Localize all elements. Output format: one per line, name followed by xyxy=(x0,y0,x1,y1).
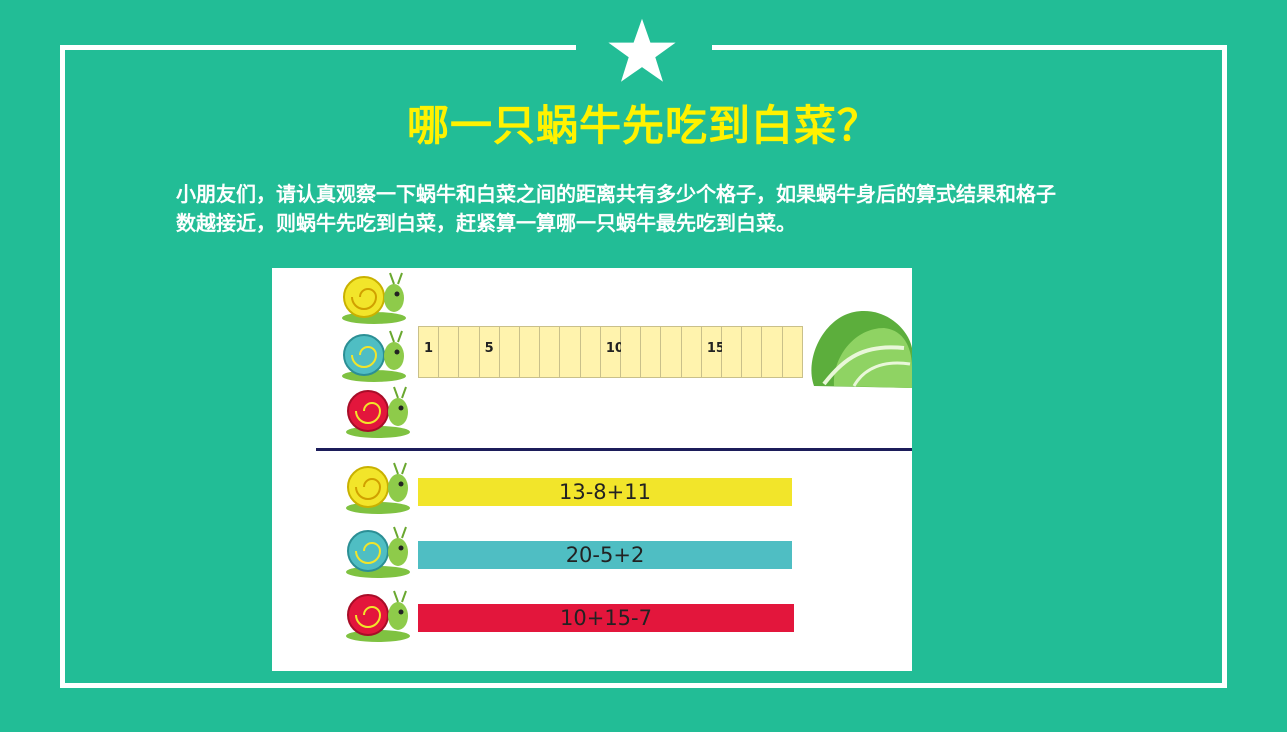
grid-cell: 1 xyxy=(419,326,440,378)
grid-cell: 5 xyxy=(479,326,500,378)
grid-cell xyxy=(661,326,682,378)
snail-icon-red-top xyxy=(346,386,410,438)
grid-cell xyxy=(621,326,642,378)
grid-cell xyxy=(641,326,662,378)
snail-icon-red-bottom xyxy=(346,590,410,642)
snail-icon-yellow-bottom xyxy=(346,462,410,514)
page-title: 哪一只蜗牛先吃到白菜？ xyxy=(406,101,880,150)
snail-puzzle-image: 1 5 10 15 13-8+11 20-5+2 10+15-7 xyxy=(272,268,912,671)
snail-icon-yellow-top xyxy=(342,272,406,324)
grid-cell xyxy=(459,326,480,378)
frame-top-left xyxy=(60,45,576,50)
grid-cell xyxy=(681,326,702,378)
expression-bar-red: 10+15-7 xyxy=(418,604,794,632)
frame-left xyxy=(60,45,65,688)
intro-text: 小朋友们，请认真观察一下蜗牛和白菜之间的距离共有多少个格子，如果蜗牛身后的算式结… xyxy=(176,182,1056,235)
grid-cell xyxy=(722,326,743,378)
grid-cell: 10 xyxy=(600,326,624,378)
grid-cell-label: 5 xyxy=(484,341,494,356)
star-icon xyxy=(608,18,676,82)
distance-grid: 1 5 10 15 xyxy=(418,326,803,378)
snail-icon-blue-bottom xyxy=(346,526,410,578)
grid-cell xyxy=(520,326,541,378)
grid-cell xyxy=(762,326,783,378)
grid-cell xyxy=(782,326,803,378)
expression-bar-blue: 20-5+2 xyxy=(418,541,792,569)
snail-icon-blue-top xyxy=(342,330,406,382)
divider-line xyxy=(316,448,912,451)
grid-cell xyxy=(439,326,460,378)
grid-cell-label: 10 xyxy=(605,341,624,356)
frame-right xyxy=(1222,45,1227,688)
grid-cell xyxy=(580,326,601,378)
frame-top-right xyxy=(712,45,1227,50)
cabbage-icon xyxy=(811,310,912,388)
expression-bar-yellow: 13-8+11 xyxy=(418,478,792,506)
grid-cell xyxy=(540,326,561,378)
grid-cell xyxy=(560,326,581,378)
grid-cell-label: 15 xyxy=(706,341,725,356)
frame-bottom xyxy=(60,683,1227,688)
grid-cell-label: 1 xyxy=(424,341,434,356)
grid-cell: 15 xyxy=(701,326,725,378)
grid-cell xyxy=(499,326,521,378)
grid-cell xyxy=(742,326,763,378)
